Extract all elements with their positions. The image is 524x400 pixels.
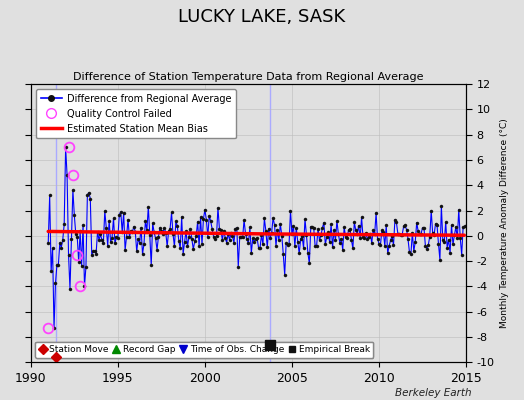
Legend: Station Move, Record Gap, Time of Obs. Change, Empirical Break: Station Move, Record Gap, Time of Obs. C… (35, 342, 373, 358)
Title: Difference of Station Temperature Data from Regional Average: Difference of Station Temperature Data f… (73, 72, 424, 82)
Y-axis label: Monthly Temperature Anomaly Difference (°C): Monthly Temperature Anomaly Difference (… (500, 118, 509, 328)
Text: LUCKY LAKE, SASK: LUCKY LAKE, SASK (178, 8, 346, 26)
Text: Berkeley Earth: Berkeley Earth (395, 388, 472, 398)
